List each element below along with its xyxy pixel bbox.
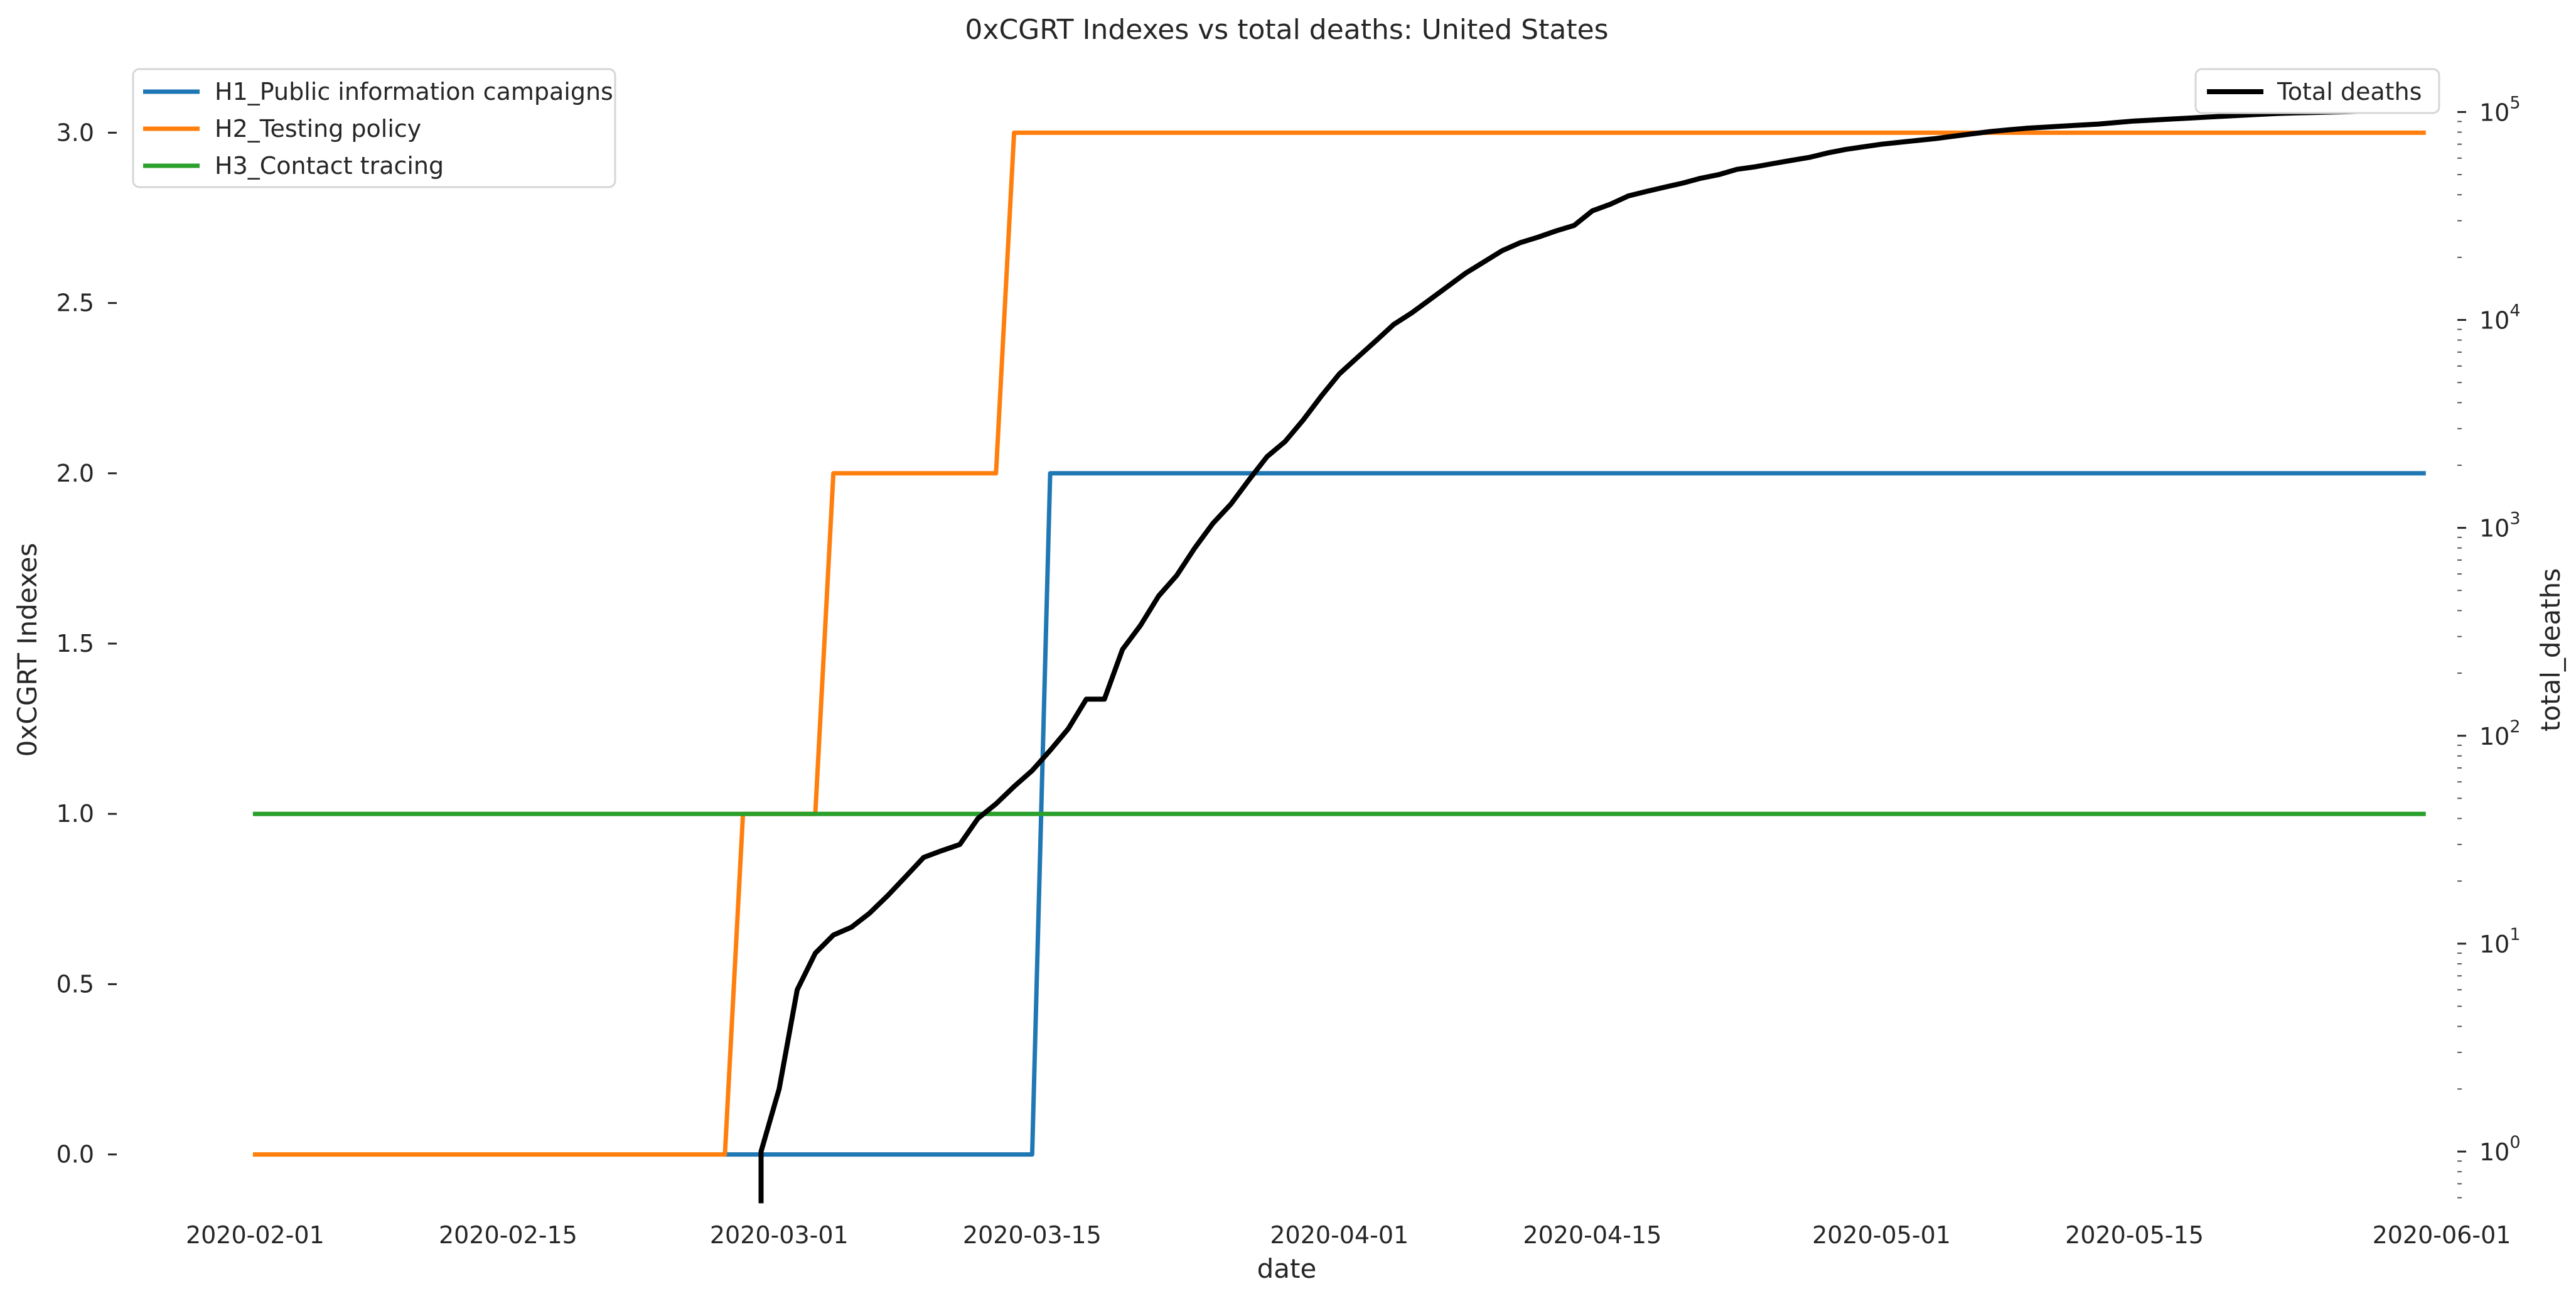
y2-tick-exponent: 0 — [2509, 1133, 2520, 1152]
y2-tick-base: 10 — [2479, 1138, 2509, 1166]
legend-label: H1_Public information campaigns — [215, 78, 613, 105]
y2-tick-exponent: 4 — [2509, 301, 2520, 321]
y2-tick-label: 100 — [2479, 1133, 2521, 1166]
y-tick-label: 1.0 — [56, 800, 94, 828]
y2-tick-exponent: 2 — [2509, 717, 2520, 737]
legend-label: Total deaths — [2277, 78, 2422, 105]
chart-title: 0xCGRT Indexes vs total deaths: United S… — [965, 14, 1608, 46]
y2-tick-base: 10 — [2479, 723, 2509, 750]
x-tick-label: 2020-05-01 — [1812, 1221, 1951, 1249]
y2-tick-label: 103 — [2479, 509, 2521, 543]
y2-tick-label: 102 — [2479, 717, 2521, 750]
y2-tick-label: 105 — [2479, 93, 2521, 126]
x-tick-label: 2020-03-01 — [710, 1221, 849, 1249]
y-axis-left: 0.0 0.5 1.0 1.5 2.0 2.5 3.0 — [56, 119, 117, 1169]
y2-tick-exponent: 5 — [2509, 93, 2520, 112]
legend-left: H1_Public information campaigns H2_Testin… — [132, 68, 616, 188]
y2-tick-base: 10 — [2479, 515, 2509, 543]
series-line-4 — [758, 107, 2427, 1204]
series-line-2 — [252, 130, 2426, 1157]
y-tick-label: 2.0 — [56, 460, 94, 487]
y2-tick-label: 101 — [2479, 925, 2521, 958]
x-axis-label: date — [1257, 1253, 1317, 1284]
legend-right: Total deaths — [2194, 68, 2440, 114]
legend-label: H2_Testing policy — [215, 115, 421, 143]
y2-tick-base: 10 — [2479, 99, 2509, 126]
x-tick-label: 2020-02-15 — [439, 1221, 577, 1249]
y-axis-label-left: 0xCGRT Indexes — [12, 543, 43, 757]
x-tick-label: 2020-04-15 — [1523, 1221, 1661, 1249]
y2-tick-exponent: 3 — [2509, 509, 2520, 529]
x-tick-label: 2020-02-01 — [186, 1221, 325, 1249]
x-tick-label: 2020-05-15 — [2065, 1221, 2204, 1249]
y2-tick-exponent: 1 — [2509, 925, 2520, 944]
x-tick-label: 2020-04-01 — [1270, 1221, 1409, 1249]
y-tick-label: 2.5 — [56, 289, 94, 317]
y-tick-label: 3.0 — [56, 119, 94, 146]
y-tick-label: 0.5 — [56, 970, 94, 998]
y-tick-label: 1.5 — [56, 630, 94, 657]
y2-tick-base: 10 — [2479, 307, 2509, 335]
x-axis: 2020-02-01 2020-02-15 2020-03-01 2020-03-15… — [186, 1221, 2511, 1249]
x-tick-label: 2020-06-01 — [2373, 1221, 2511, 1249]
legend-label: H3_Contact tracing — [215, 152, 444, 180]
x-tick-label: 2020-03-15 — [963, 1221, 1102, 1249]
y2-tick-label: 104 — [2479, 301, 2521, 335]
series-layer — [252, 107, 2427, 1204]
y-axis-label-right: total_deaths — [2535, 568, 2566, 731]
y-tick-label: 0.0 — [56, 1141, 94, 1169]
y2-tick-base: 10 — [2479, 931, 2509, 958]
